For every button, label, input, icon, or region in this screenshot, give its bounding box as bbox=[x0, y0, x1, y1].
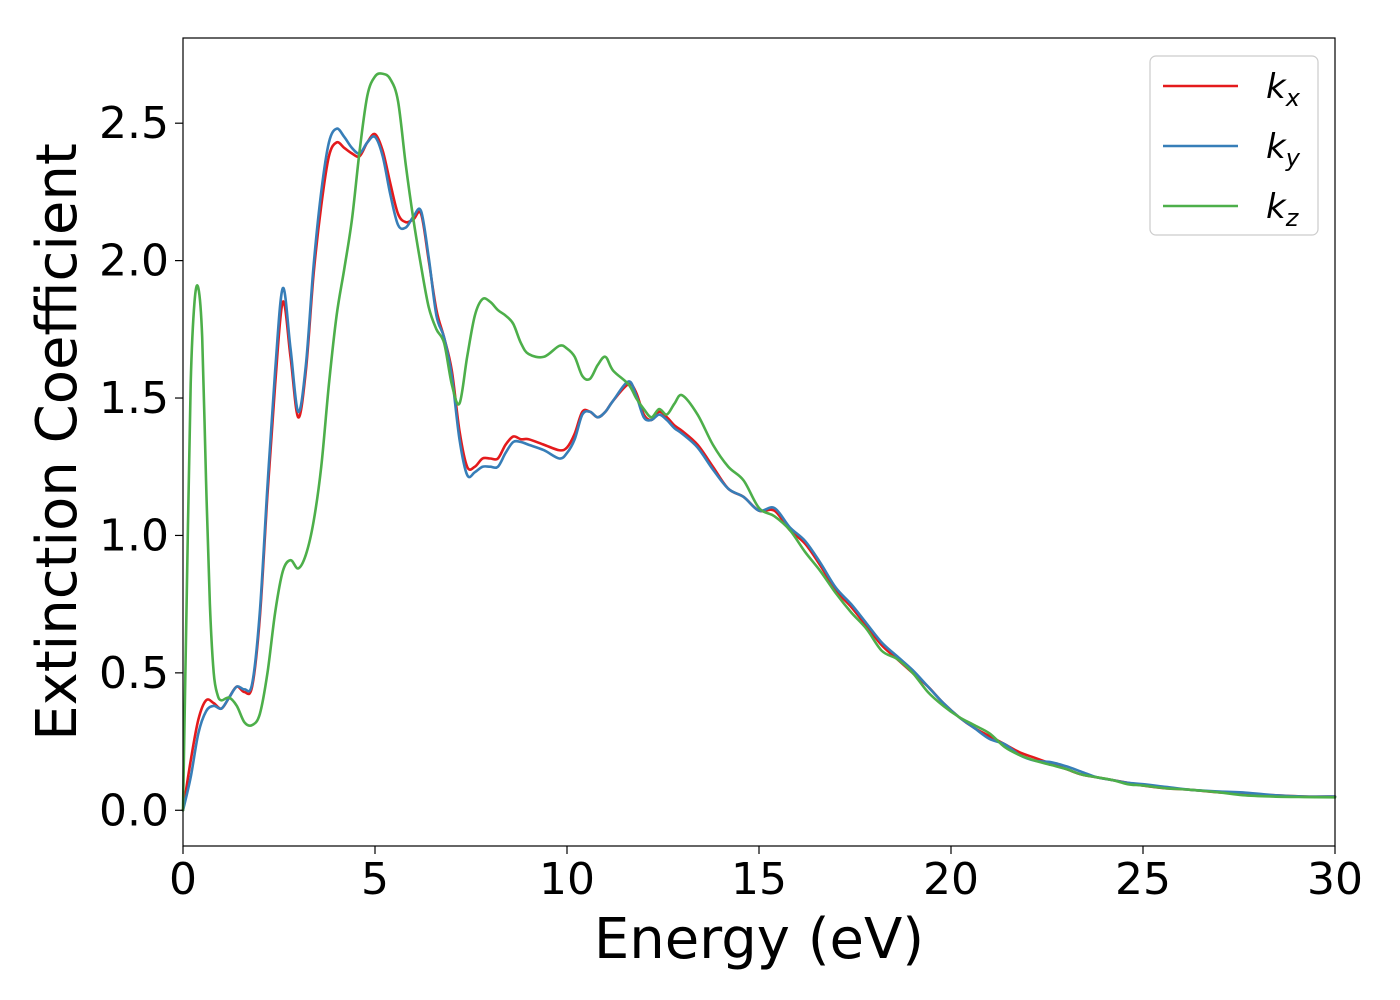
y-tick-label: 1.0 bbox=[99, 510, 169, 561]
x-tick-label: 0 bbox=[169, 854, 197, 905]
legend-label: kx bbox=[1266, 67, 1301, 112]
x-axis-title: Energy (eV) bbox=[594, 907, 924, 972]
legend: kx ky kz bbox=[1149, 55, 1319, 236]
y-tick-label: 0.0 bbox=[99, 785, 169, 836]
y-axis-title: Extinction Coefficient bbox=[25, 143, 90, 741]
x-tick-label: 25 bbox=[1115, 854, 1171, 905]
y-tick-label: 2.5 bbox=[99, 98, 169, 149]
y-tick-label: 0.5 bbox=[99, 648, 169, 699]
series-layer bbox=[181, 72, 1337, 812]
x-tick-label: 20 bbox=[923, 854, 979, 905]
series-line-kz bbox=[181, 72, 1337, 812]
x-axis-ticks: 0 5 10 15 20 25 30 bbox=[169, 846, 1363, 905]
y-tick-label: 1.5 bbox=[99, 373, 169, 424]
y-axis-ticks: 0.0 0.5 1.0 1.5 2.0 2.5 bbox=[99, 98, 183, 836]
x-tick-label: 10 bbox=[539, 854, 595, 905]
x-tick-label: 15 bbox=[731, 854, 787, 905]
legend-label: kz bbox=[1266, 187, 1300, 232]
legend-label: ky bbox=[1266, 127, 1301, 172]
x-tick-label: 5 bbox=[361, 854, 389, 905]
x-tick-label: 30 bbox=[1307, 854, 1363, 905]
y-tick-label: 2.0 bbox=[99, 236, 169, 287]
series-line-ky bbox=[181, 127, 1337, 812]
